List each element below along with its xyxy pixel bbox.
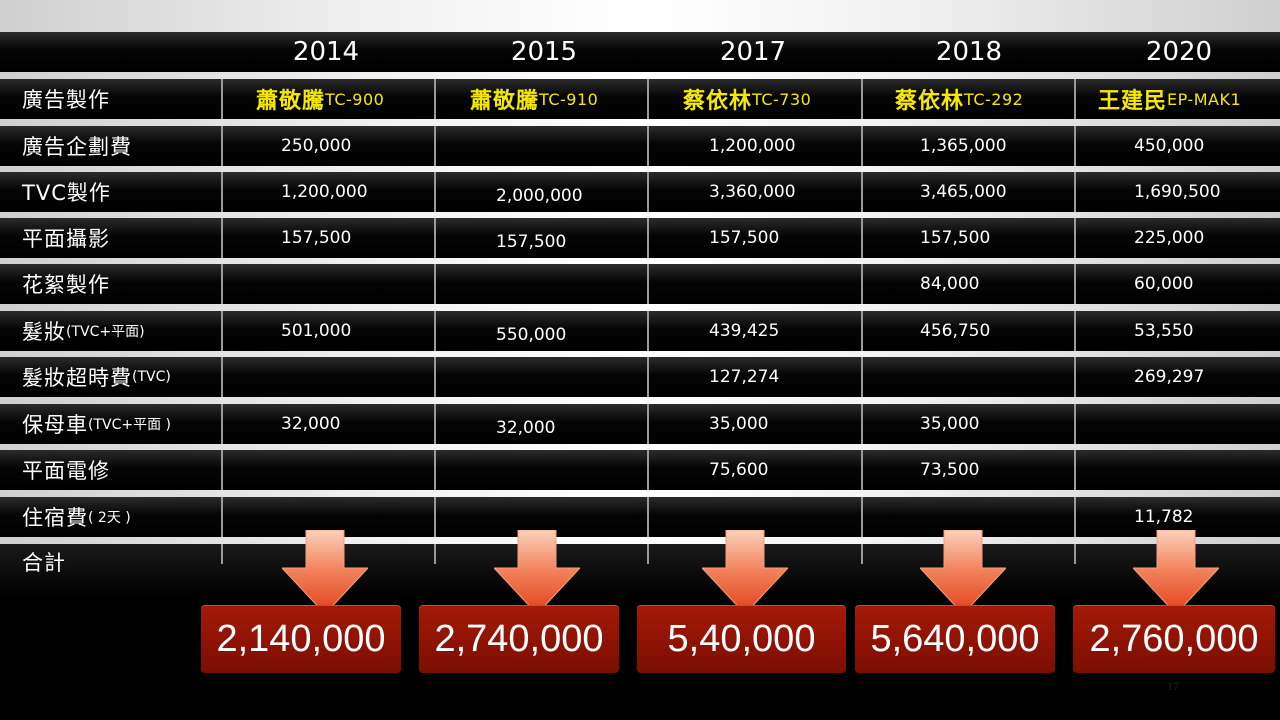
row-label: 住宿費( 2天 ): [22, 506, 131, 530]
page-number: 17: [1167, 679, 1179, 693]
year-header-row: 2014 2015 2017 2018 2020: [0, 32, 1280, 72]
down-arrow-icon: [702, 530, 788, 614]
total-2017: 5,40,000: [637, 605, 846, 673]
cell-value-2015: 157,500: [496, 232, 567, 252]
year-2018: 2018: [935, 37, 1003, 67]
table-row: 住宿費( 2天 ) 11,782: [0, 497, 1280, 537]
table-row: 平面電修 75,600 73,500: [0, 450, 1280, 490]
row-label: 保母車 (TVC+平面 ): [22, 413, 172, 437]
total-2015: 2,740,000: [419, 605, 619, 673]
cell-value-2020: 225,000: [1134, 228, 1205, 248]
cell-value-2014: 1,200,000: [281, 182, 368, 202]
row-label: TVC製作: [22, 181, 111, 205]
spokesperson-2018: 蔡依林 TC-292: [895, 89, 1024, 114]
cell-value-2018: 157,500: [920, 228, 991, 248]
cell-value-2017: 127,274: [709, 367, 780, 387]
row-label: 平面攝影: [22, 227, 110, 251]
cell-value-2020: 269,297: [1134, 367, 1205, 387]
cell-value-2014: 501,000: [281, 321, 352, 341]
row-label: 花絮製作: [22, 273, 110, 297]
cell-value-2017: 439,425: [709, 321, 780, 341]
total-2014: 2,140,000: [201, 605, 401, 673]
cell-value-2018: 456,750: [920, 321, 991, 341]
total-2018: 5,640,000: [855, 605, 1055, 673]
cell-value-2014: 32,000: [281, 414, 341, 434]
cell-value-2017: 3,360,000: [709, 182, 796, 202]
cell-value-2017: 157,500: [709, 228, 780, 248]
table-row: 髮妝 (TVC+平面) 501,000 550,000 439,425 456,750 53…: [0, 311, 1280, 351]
table-row: 花絮製作 84,000 60,000: [0, 264, 1280, 304]
row-label: 髮妝超時費 (TVC): [22, 366, 171, 390]
total-2020: 2,760,000: [1073, 605, 1275, 673]
year-2015: 2015: [510, 37, 578, 67]
cell-value-2018: 73,500: [920, 460, 980, 480]
row-label: 平面電修: [22, 459, 110, 483]
row-label: 廣告企劃費: [22, 135, 132, 159]
cell-value-2014: 250,000: [281, 136, 352, 156]
down-arrow-icon: [494, 530, 580, 614]
cell-value-2017: 35,000: [709, 414, 769, 434]
year-2014: 2014: [292, 37, 360, 67]
cell-value-2020: 11,782: [1134, 507, 1194, 527]
cell-value-2020: 60,000: [1134, 274, 1194, 294]
spokesperson-2020: 王建民 EP-MAK1: [1098, 89, 1242, 114]
spokesperson-2014: 蕭敬騰 TC-900: [256, 89, 385, 114]
row-label-total: 合計: [22, 551, 66, 575]
table-row: 髮妝超時費 (TVC) 127,274 269,297: [0, 357, 1280, 397]
cell-value-2020: 53,550: [1134, 321, 1194, 341]
spokesperson-row: 廣告製作 蕭敬騰 TC-900 蕭敬騰 TC-910 蔡依林 TC-730 蔡依林 TC…: [0, 79, 1280, 119]
row-label-ad-production: 廣告製作: [22, 88, 110, 112]
table-row: 保母車 (TVC+平面 ) 32,000 32,000 35,000 35,000: [0, 404, 1280, 444]
cell-value-2015: 32,000: [496, 418, 556, 438]
year-2020: 2020: [1145, 37, 1213, 67]
table-row: TVC製作 1,200,000 2,000,000 3,360,000 3,465,00…: [0, 172, 1280, 212]
cell-value-2020: 1,690,500: [1134, 182, 1221, 202]
year-2017: 2017: [719, 37, 787, 67]
table-row: 廣告企劃費 250,000 1,200,000 1,365,000 450,000: [0, 126, 1280, 166]
row-label: 髮妝 (TVC+平面): [22, 320, 145, 344]
cell-value-2018: 1,365,000: [920, 136, 1007, 156]
cell-value-2015: 550,000: [496, 325, 567, 345]
down-arrow-icon: [1133, 530, 1219, 614]
down-arrow-icon: [282, 530, 368, 614]
table-row: 平面攝影 157,500 157,500 157,500 157,500 225,000: [0, 218, 1280, 258]
spokesperson-2015: 蕭敬騰 TC-910: [470, 89, 599, 114]
cell-value-2020: 450,000: [1134, 136, 1205, 156]
spokesperson-2017: 蔡依林 TC-730: [683, 89, 812, 114]
cell-value-2017: 75,600: [709, 460, 769, 480]
cell-value-2017: 1,200,000: [709, 136, 796, 156]
cell-value-2014: 157,500: [281, 228, 352, 248]
cell-value-2018: 84,000: [920, 274, 980, 294]
cell-value-2015: 2,000,000: [496, 186, 583, 206]
down-arrow-icon: [920, 530, 1006, 614]
cell-value-2018: 35,000: [920, 414, 980, 434]
cell-value-2018: 3,465,000: [920, 182, 1007, 202]
